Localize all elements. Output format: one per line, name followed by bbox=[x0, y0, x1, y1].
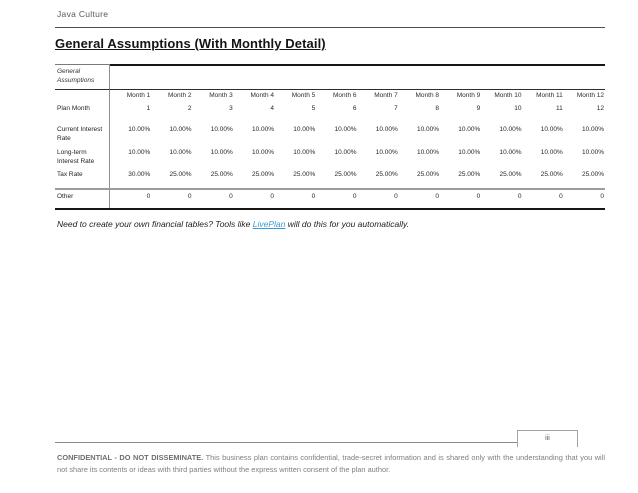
table-cell: 0 bbox=[151, 188, 193, 208]
table-cell: 10.00% bbox=[293, 149, 316, 156]
table-cell: 25.00% bbox=[169, 171, 192, 178]
table-spacer bbox=[55, 90, 110, 102]
column-header-month-7: Month 7 bbox=[374, 92, 398, 99]
table-cell: 25.00% bbox=[416, 171, 439, 178]
confidential-text: This business plan contains confidential… bbox=[57, 453, 605, 474]
table-cell: 25.00% bbox=[210, 171, 233, 178]
table-corner-label: General Assumptions bbox=[55, 64, 110, 90]
table-cell: 10.00% bbox=[540, 149, 563, 156]
confidential-label: CONFIDENTIAL - DO NOT DISSEMINATE. bbox=[57, 453, 204, 462]
table-cell: 25.00% bbox=[293, 171, 316, 178]
table-cell: 0 bbox=[522, 188, 564, 208]
table-cell: 8 bbox=[435, 105, 439, 112]
company-name: Java Culture bbox=[57, 9, 109, 19]
table-cell: 25.00% bbox=[499, 171, 522, 178]
table-cell: 11 bbox=[556, 105, 563, 112]
table-cell: 10.00% bbox=[293, 126, 316, 133]
column-header-month-4: Month 4 bbox=[250, 92, 275, 99]
table-cell: 2 bbox=[187, 105, 192, 112]
table-cell: 10.00% bbox=[251, 126, 274, 133]
table-cell: 25.00% bbox=[581, 171, 604, 178]
header-rule bbox=[55, 27, 605, 28]
table-cell: 1 bbox=[146, 105, 151, 112]
table-cell: 0 bbox=[316, 188, 358, 208]
table-cell: 0 bbox=[398, 188, 440, 208]
table-cell: 10.00% bbox=[210, 149, 233, 156]
table-cell: 10.00% bbox=[375, 126, 398, 133]
table-cell: 10.00% bbox=[499, 149, 522, 156]
table-cell: 0 bbox=[275, 188, 317, 208]
table-cell: 10 bbox=[514, 105, 522, 112]
column-header-month-5: Month 5 bbox=[291, 92, 316, 99]
page-number: iii bbox=[545, 435, 550, 442]
column-header-month-8: Month 8 bbox=[415, 92, 440, 99]
column-header-month-9: Month 9 bbox=[456, 92, 481, 99]
table-cell: 30.00% bbox=[128, 171, 151, 178]
liveplan-note: Need to create your own financial tables… bbox=[57, 219, 409, 229]
table-header-spacer bbox=[110, 64, 605, 90]
table-cell: 3 bbox=[229, 105, 233, 112]
note-text-before: Need to create your own financial tables… bbox=[57, 219, 253, 229]
table-cell: 0 bbox=[481, 188, 523, 208]
column-header-month-3: Month 3 bbox=[209, 92, 233, 99]
column-header-month-2: Month 2 bbox=[168, 92, 192, 99]
table-cell: 0 bbox=[192, 188, 234, 208]
table-cell: 6 bbox=[352, 105, 357, 112]
table-cell: 10.00% bbox=[458, 149, 481, 156]
table-cell: 10.00% bbox=[334, 149, 357, 156]
table-cell: 10.00% bbox=[334, 126, 357, 133]
table-cell: 0 bbox=[440, 188, 482, 208]
row-label-other: Other bbox=[55, 188, 110, 208]
table-cell: 25.00% bbox=[540, 171, 563, 178]
table-cell: 10.00% bbox=[458, 126, 481, 133]
column-header-month-6: Month 6 bbox=[333, 92, 357, 99]
column-header-month-11: Month 11 bbox=[536, 92, 563, 99]
table-cell: 10.00% bbox=[169, 149, 192, 156]
table-cell: 5 bbox=[311, 105, 316, 112]
table-cell: 10.00% bbox=[210, 126, 233, 133]
column-header-month-12: Month 12 bbox=[576, 92, 604, 99]
row-label-current-interest-rate: Current Interest Rate bbox=[55, 123, 110, 146]
table-cell: 10.00% bbox=[581, 126, 604, 133]
table-cell: 25.00% bbox=[458, 171, 481, 178]
table-cell: 10.00% bbox=[128, 126, 151, 133]
table-cell: 0 bbox=[110, 188, 152, 208]
note-text-after: will do this for you automatically. bbox=[285, 219, 410, 229]
confidential-disclaimer: CONFIDENTIAL - DO NOT DISSEMINATE. This … bbox=[57, 452, 605, 475]
table-cell: 10.00% bbox=[416, 149, 439, 156]
table-cell: 10.00% bbox=[251, 149, 274, 156]
column-header-month-1: Month 1 bbox=[126, 92, 151, 99]
page-title: General Assumptions (With Monthly Detail… bbox=[55, 36, 326, 51]
table-cell: 0 bbox=[357, 188, 399, 208]
table-cell: 10.00% bbox=[581, 149, 604, 156]
table-cell: 7 bbox=[394, 105, 398, 112]
table-cell: 10.00% bbox=[499, 126, 522, 133]
row-label-plan-month: Plan Month bbox=[55, 102, 110, 123]
general-assumptions-table: General Assumptions Month 1 Month 2 Mont… bbox=[55, 64, 605, 210]
table-cell: 25.00% bbox=[334, 171, 357, 178]
page-number-box: iii bbox=[517, 430, 578, 447]
table-cell: 9 bbox=[476, 105, 481, 112]
table-cell: 10.00% bbox=[540, 126, 563, 133]
table-cell: 10.00% bbox=[375, 149, 398, 156]
row-label-long-term-interest-rate: Long-term Interest Rate bbox=[55, 146, 110, 168]
table-cell: 25.00% bbox=[375, 171, 398, 178]
table-cell: 0 bbox=[563, 188, 605, 208]
liveplan-link[interactable]: LivePlan bbox=[252, 219, 286, 229]
table-cell: 4 bbox=[270, 105, 274, 112]
table-cell: 0 bbox=[233, 188, 275, 208]
table-cell: 10.00% bbox=[169, 126, 192, 133]
row-label-tax-rate: Tax Rate bbox=[55, 168, 110, 188]
column-header-month-10: Month 10 bbox=[494, 92, 522, 99]
table-cell: 10.00% bbox=[416, 126, 439, 133]
table-cell: 12 bbox=[596, 105, 604, 112]
table-cell: 10.00% bbox=[128, 149, 151, 156]
footer-rule bbox=[55, 442, 517, 443]
table-cell: 25.00% bbox=[251, 171, 274, 178]
